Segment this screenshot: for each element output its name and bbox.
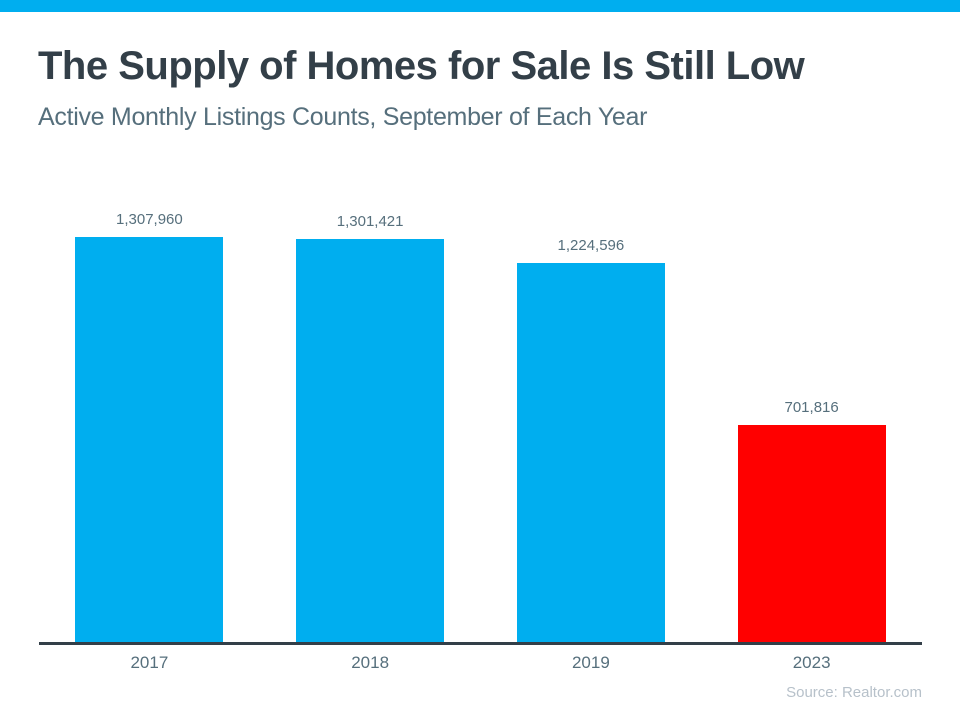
- source-attribution: Source: Realtor.com: [786, 684, 922, 701]
- bar-group-2023: 701,816: [701, 190, 922, 642]
- page-title: The Supply of Homes for Sale Is Still Lo…: [38, 44, 805, 88]
- x-axis-label-2023: 2023: [792, 653, 831, 672]
- bar-value-label: 701,816: [784, 399, 839, 416]
- bar-2018: [296, 239, 445, 642]
- bar-value-label: 1,224,596: [557, 237, 625, 254]
- bar-2019: [516, 263, 665, 642]
- bar-value-label: 1,301,421: [336, 213, 404, 230]
- bar-chart: 1,307,960 1,301,421 1,224,596 701,816: [39, 190, 922, 645]
- bar-group-2018: 1,301,421: [260, 190, 481, 642]
- x-axis-label-2018: 2018: [351, 653, 390, 672]
- bar-2023: [737, 425, 886, 642]
- bar-2017: [75, 237, 224, 642]
- x-axis-label-2017: 2017: [130, 653, 169, 672]
- x-axis-label-2019: 2019: [571, 653, 610, 672]
- chart-subtitle: Active Monthly Listings Counts, Septembe…: [38, 103, 648, 131]
- bar-group-2017: 1,307,960: [39, 190, 260, 642]
- top-accent-bar: [0, 0, 960, 12]
- x-axis-labels: 2017 2018 2019 2023: [39, 653, 922, 673]
- bar-group-2019: 1,224,596: [481, 190, 702, 642]
- bar-value-label: 1,307,960: [116, 211, 183, 228]
- chart-header: The Supply of Homes for Sale Is Still Lo…: [38, 44, 928, 132]
